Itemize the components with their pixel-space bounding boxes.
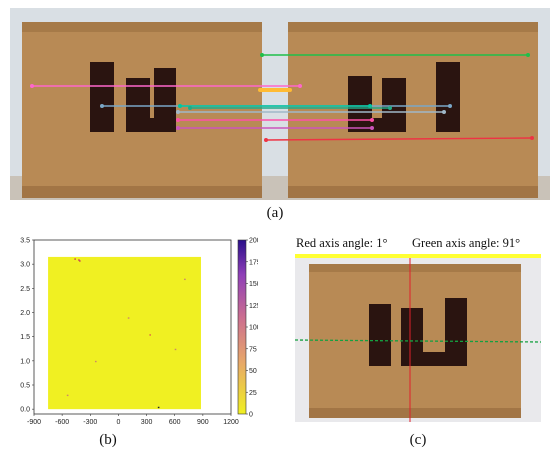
match-point-left: [176, 118, 180, 122]
panel-c: [295, 254, 541, 422]
green-axis-angle-label: Green axis angle: 91°: [412, 236, 521, 250]
heatmap-speck: [174, 348, 177, 351]
match-point-left: [100, 104, 104, 108]
feature-match-lines: [30, 53, 534, 142]
y-tick-label: 1.5: [20, 334, 30, 341]
y-tick-label: 0.5: [20, 383, 30, 390]
y-tick-label: 3.5: [20, 238, 30, 245]
match-point-right: [448, 104, 452, 108]
x-axis-ticks: -900 -600 -300 0 300 600 900 1200: [27, 414, 239, 426]
colorbar-tick-label: 25: [249, 390, 257, 397]
green-axis-line: [295, 339, 541, 343]
match-point-left: [264, 138, 268, 142]
y-tick-label: 1.0: [20, 358, 30, 365]
panel-a-image: [10, 8, 550, 200]
x-tick-label: 0: [116, 419, 120, 426]
match-point-right: [298, 84, 302, 88]
y-tick-label: 3.0: [20, 262, 30, 269]
match-point-right: [388, 106, 392, 110]
panel-b: -900 -600 -300 0 300 600 900 1200 0.0 0.5 1.0 1.5 2…: [8, 232, 258, 428]
heatmap-speck: [74, 258, 76, 260]
colorbar-tick-label: 100: [249, 325, 258, 332]
heatmap-speck: [149, 334, 151, 336]
heatmap-speck: [184, 278, 186, 281]
heatmap-speck: [157, 406, 160, 409]
match-point-left: [188, 106, 192, 110]
right-box-photo: [288, 22, 538, 198]
x-tick-label: -600: [55, 419, 69, 426]
match-point-left: [176, 126, 180, 130]
x-tick-label: -900: [27, 419, 41, 426]
heatmap-chart: -900 -600 -300 0 300 600 900 1200 0.0 0.5 1.0 1.5 2…: [20, 238, 258, 427]
match-point-right: [368, 104, 372, 108]
panel-c-caption: (c): [409, 432, 427, 448]
match-point-left: [258, 88, 262, 92]
match-line: [265, 137, 533, 141]
colorbar: [237, 239, 247, 415]
match-point-left: [260, 53, 264, 57]
match-point-right: [370, 126, 374, 130]
heatmap-speck: [78, 259, 80, 261]
y-tick-label: 2.5: [20, 286, 30, 293]
colorbar-tick-label: 0: [249, 412, 253, 419]
x-tick-label: 1200: [223, 419, 239, 426]
match-point-right: [526, 53, 530, 57]
colorbar-ticks: 0 25 50 75 100 125 150 175 200: [246, 238, 258, 419]
panel-a: [10, 8, 550, 200]
match-point-left: [178, 104, 182, 108]
colorbar-tick-label: 150: [249, 281, 258, 288]
heatmap-field: [48, 256, 201, 410]
heatmap-speck: [94, 360, 97, 363]
match-point-left: [30, 84, 34, 88]
match-point-right: [530, 136, 534, 140]
colorbar-tick-label: 200: [249, 238, 258, 245]
match-point-right: [442, 110, 446, 114]
heatmap-speck: [66, 394, 69, 397]
colorbar-tick-label: 75: [249, 346, 257, 353]
y-axis-ticks: 0.0 0.5 1.0 1.5 2.0 2.5 3.0 3.5: [20, 238, 34, 414]
heatmap-speck: [79, 260, 81, 262]
match-point-left: [176, 110, 180, 114]
y-tick-label: 2.0: [20, 310, 30, 317]
red-axis-angle-label: Red axis angle: 1°: [296, 236, 388, 250]
y-tick-label: 0.0: [20, 407, 30, 414]
panel-b-caption: (b): [99, 432, 117, 448]
colorbar-tick-label: 125: [249, 303, 258, 310]
colorbar-tick-label: 50: [249, 368, 257, 375]
x-tick-label: 900: [197, 419, 209, 426]
panel-c-image: [295, 254, 541, 422]
match-point-right: [288, 88, 292, 92]
left-box-photo: [22, 22, 262, 198]
heatmap-speck: [127, 317, 130, 319]
colorbar-tick-label: 175: [249, 259, 258, 266]
match-point-right: [370, 118, 374, 122]
x-tick-label: -300: [83, 419, 97, 426]
heatmap-data: [48, 256, 201, 410]
x-tick-label: 600: [169, 419, 181, 426]
x-tick-label: 300: [141, 419, 153, 426]
panel-a-caption: (a): [266, 205, 284, 221]
